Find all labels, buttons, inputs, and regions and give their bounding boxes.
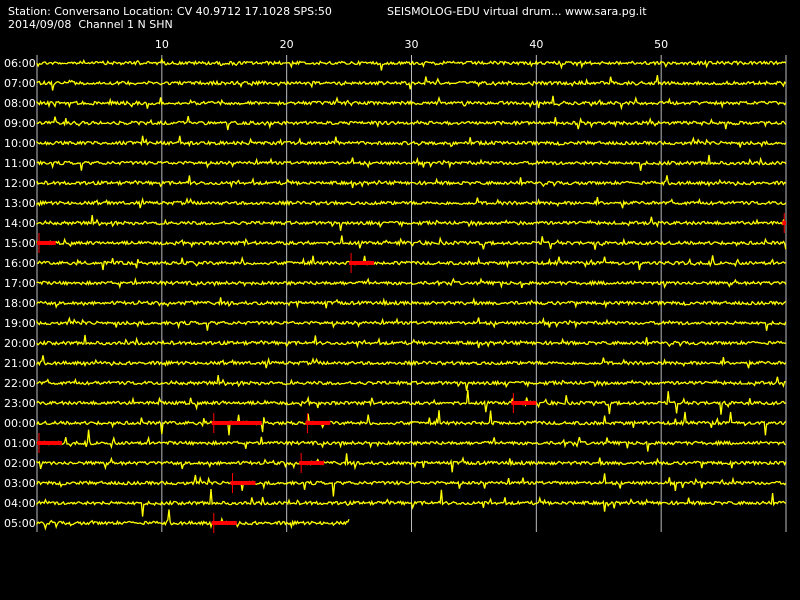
trace-row	[36, 154, 787, 171]
trace-row	[36, 489, 787, 517]
station-info: Station: Conversano Location: CV 40.9712…	[8, 5, 332, 18]
drum-title: SEISMOLOG-EDU virtual drum... www.sara.p…	[387, 5, 647, 18]
y-hour-label: 19:00	[4, 317, 36, 330]
y-hour-label: 06:00	[4, 57, 36, 70]
event-segment	[230, 481, 256, 485]
event-segment	[37, 241, 56, 245]
trace-row	[36, 334, 787, 349]
y-hour-label: 18:00	[4, 297, 36, 310]
x-tick-label: 10	[155, 38, 169, 51]
trace-row	[36, 453, 787, 473]
y-hour-label: 05:00	[4, 517, 36, 530]
date-channel-info: 2014/09/08 Channel 1 N SHN	[8, 18, 173, 31]
y-hour-label: 03:00	[4, 477, 36, 490]
y-hour-label: 20:00	[4, 337, 36, 350]
trace-row	[36, 255, 786, 271]
trace-row	[36, 297, 787, 309]
x-tick-label: 40	[529, 38, 543, 51]
y-hour-label: 04:00	[4, 497, 36, 510]
event-segment	[211, 521, 237, 525]
trace-row	[36, 235, 787, 250]
event-segment	[305, 421, 331, 425]
trace-row	[36, 196, 787, 209]
y-hour-label: 12:00	[4, 177, 36, 190]
event-segment	[211, 421, 262, 425]
y-hour-label: 11:00	[4, 157, 36, 170]
y-hour-label: 16:00	[4, 257, 36, 270]
trace-row	[36, 95, 787, 111]
y-hour-label: 00:00	[4, 417, 36, 430]
y-hour-label: 13:00	[4, 197, 36, 210]
x-tick-label: 20	[280, 38, 294, 51]
y-hour-label: 02:00	[4, 457, 36, 470]
trace-row	[36, 74, 787, 91]
y-hour-label: 07:00	[4, 77, 36, 90]
y-hour-label: 23:00	[4, 397, 36, 410]
event-segment	[299, 461, 325, 465]
trace-row	[36, 277, 787, 290]
y-hour-label: 08:00	[4, 97, 36, 110]
y-hour-label: 15:00	[4, 237, 36, 250]
trace-row	[36, 509, 350, 531]
trace-row	[36, 429, 786, 452]
trace-row	[36, 175, 787, 189]
trace-row	[36, 135, 787, 148]
y-hour-label: 22:00	[4, 377, 36, 390]
event-segment	[511, 401, 537, 405]
trace-row	[36, 375, 787, 391]
trace-row	[36, 355, 787, 369]
x-tick-label: 50	[654, 38, 668, 51]
trace-row	[36, 473, 787, 497]
y-hour-label: 17:00	[4, 277, 36, 290]
event-segment	[37, 441, 62, 445]
y-hour-label: 09:00	[4, 117, 36, 130]
y-hour-label: 14:00	[4, 217, 36, 230]
y-hour-label: 01:00	[4, 437, 36, 450]
x-tick-label: 30	[405, 38, 419, 51]
trace-row	[36, 316, 787, 331]
y-hour-label: 21:00	[4, 357, 36, 370]
trace-row	[36, 115, 787, 131]
trace-row	[36, 57, 787, 71]
trace-row	[36, 389, 786, 415]
trace-row	[36, 410, 787, 436]
event-segment	[349, 261, 375, 265]
trace-row	[36, 215, 787, 231]
y-hour-label: 10:00	[4, 137, 36, 150]
